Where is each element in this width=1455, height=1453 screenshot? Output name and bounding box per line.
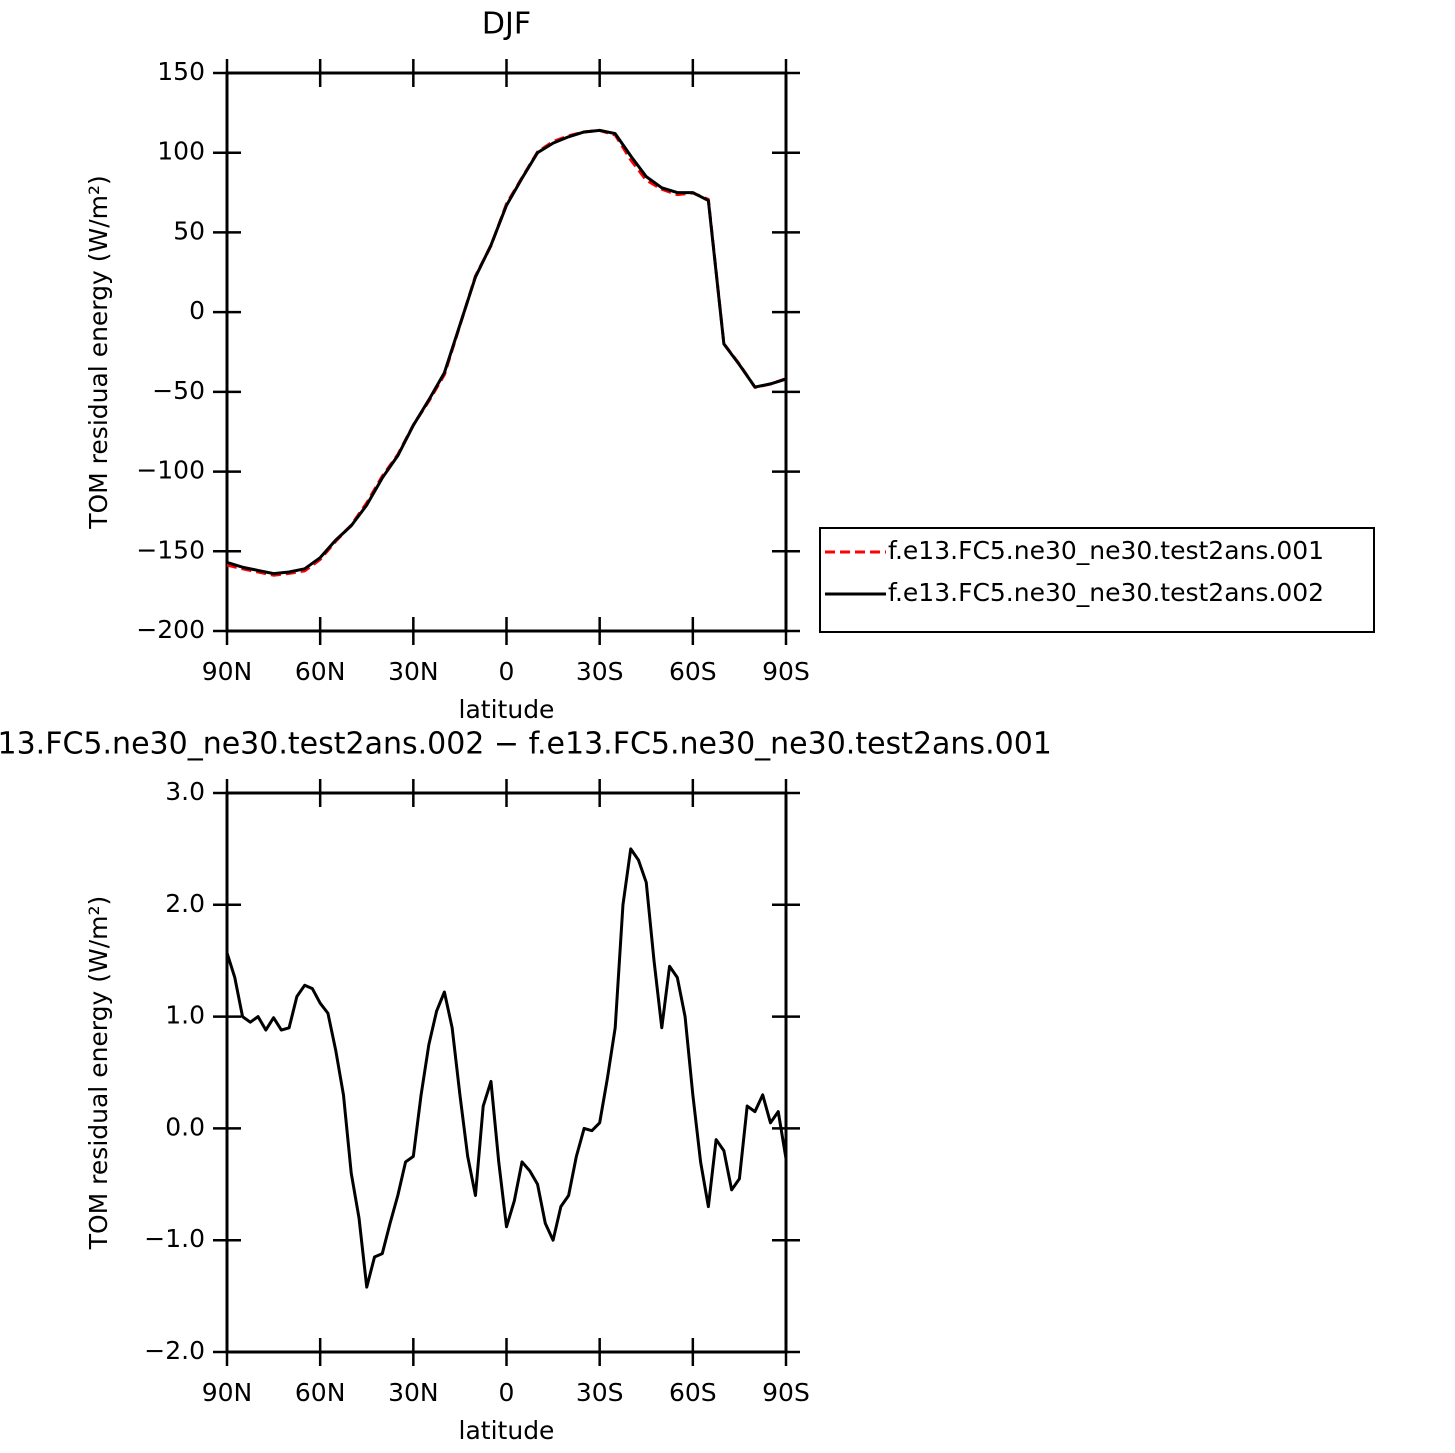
series-line: [226, 128, 787, 576]
x-tick-label: 0: [499, 657, 515, 686]
x-tick-label: 60N: [295, 1378, 346, 1407]
y-tick-label: 150: [157, 57, 205, 86]
x-tick-label: 30S: [576, 657, 624, 686]
series-line: [225, 847, 788, 1289]
y-tick-label: 2.0: [165, 889, 205, 918]
x-tick-label: 90S: [762, 657, 810, 686]
y-tick-label: 3.0: [165, 777, 205, 806]
y-tick-label: 0: [189, 296, 205, 325]
y-tick-label: −150: [136, 535, 205, 564]
x-tick-label: 90N: [202, 657, 253, 686]
x-tick-label: 90N: [202, 1378, 253, 1407]
x-tick-label: 60N: [295, 657, 346, 686]
x-tick-label: 90S: [762, 1378, 810, 1407]
plot-frame: [225, 791, 788, 1354]
legend-box: [819, 527, 1375, 633]
y-tick-label: 1.0: [165, 1001, 205, 1030]
y-tick-label: 100: [157, 137, 205, 166]
legend-label: f.e13.FC5.ne30_ne30.test2ans.001: [888, 536, 1324, 565]
x-tick-label: 30S: [576, 1378, 624, 1407]
x-axis-label: latitude: [459, 1416, 555, 1445]
x-tick-label: 0: [499, 1378, 515, 1407]
x-axis-label: latitude: [459, 695, 555, 724]
x-tick-label: 60S: [669, 1378, 717, 1407]
y-axis-label: TOM residual energy (W/m²): [84, 175, 113, 530]
y-tick-label: 0.0: [165, 1112, 205, 1141]
chart-title: f.e13.FC5.ne30_ne30.test2ans.002 − f.e13…: [0, 727, 1052, 762]
y-tick-label: −50: [152, 376, 205, 405]
plot-frame: [225, 71, 788, 633]
y-tick-label: −100: [136, 456, 205, 485]
y-tick-label: 50: [173, 216, 205, 245]
chart-title: DJF: [482, 7, 531, 42]
x-tick-label: 30N: [388, 657, 439, 686]
legend-label: f.e13.FC5.ne30_ne30.test2ans.002: [888, 578, 1324, 607]
x-tick-label: 30N: [388, 1378, 439, 1407]
y-tick-label: −1.0: [144, 1224, 205, 1253]
y-tick-label: −200: [136, 615, 205, 644]
x-tick-label: 60S: [669, 657, 717, 686]
y-axis-label: TOM residual energy (W/m²): [84, 896, 113, 1251]
y-tick-label: −2.0: [144, 1336, 205, 1365]
